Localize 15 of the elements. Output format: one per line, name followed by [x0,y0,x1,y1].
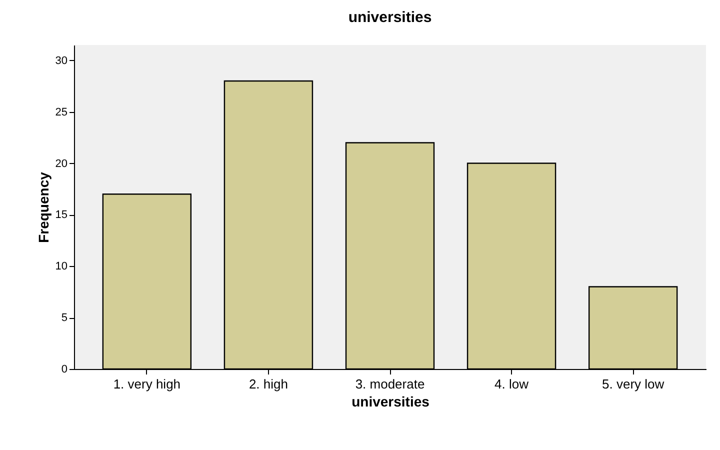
y-tick-label: 25 [55,106,68,118]
y-tick-label: 5 [61,312,68,324]
y-tick-label: 15 [55,209,68,222]
y-tick-label: 30 [55,54,68,67]
y-tick-label: 0 [61,364,68,376]
x-tick-label: 4. low [494,376,530,392]
x-tick-label: 2. high [248,376,288,392]
y-tick-label: 10 [55,260,68,273]
x-tick-label: 5. very low [602,376,665,392]
chart-title: universities [348,9,432,26]
y-tick-label: 20 [55,158,68,170]
y-axis-title: Frequency [35,172,52,243]
x-tick-label: 1. very high [113,376,181,392]
x-axis-title: universities [352,394,430,410]
x-tick-label: 3. moderate [355,376,425,392]
